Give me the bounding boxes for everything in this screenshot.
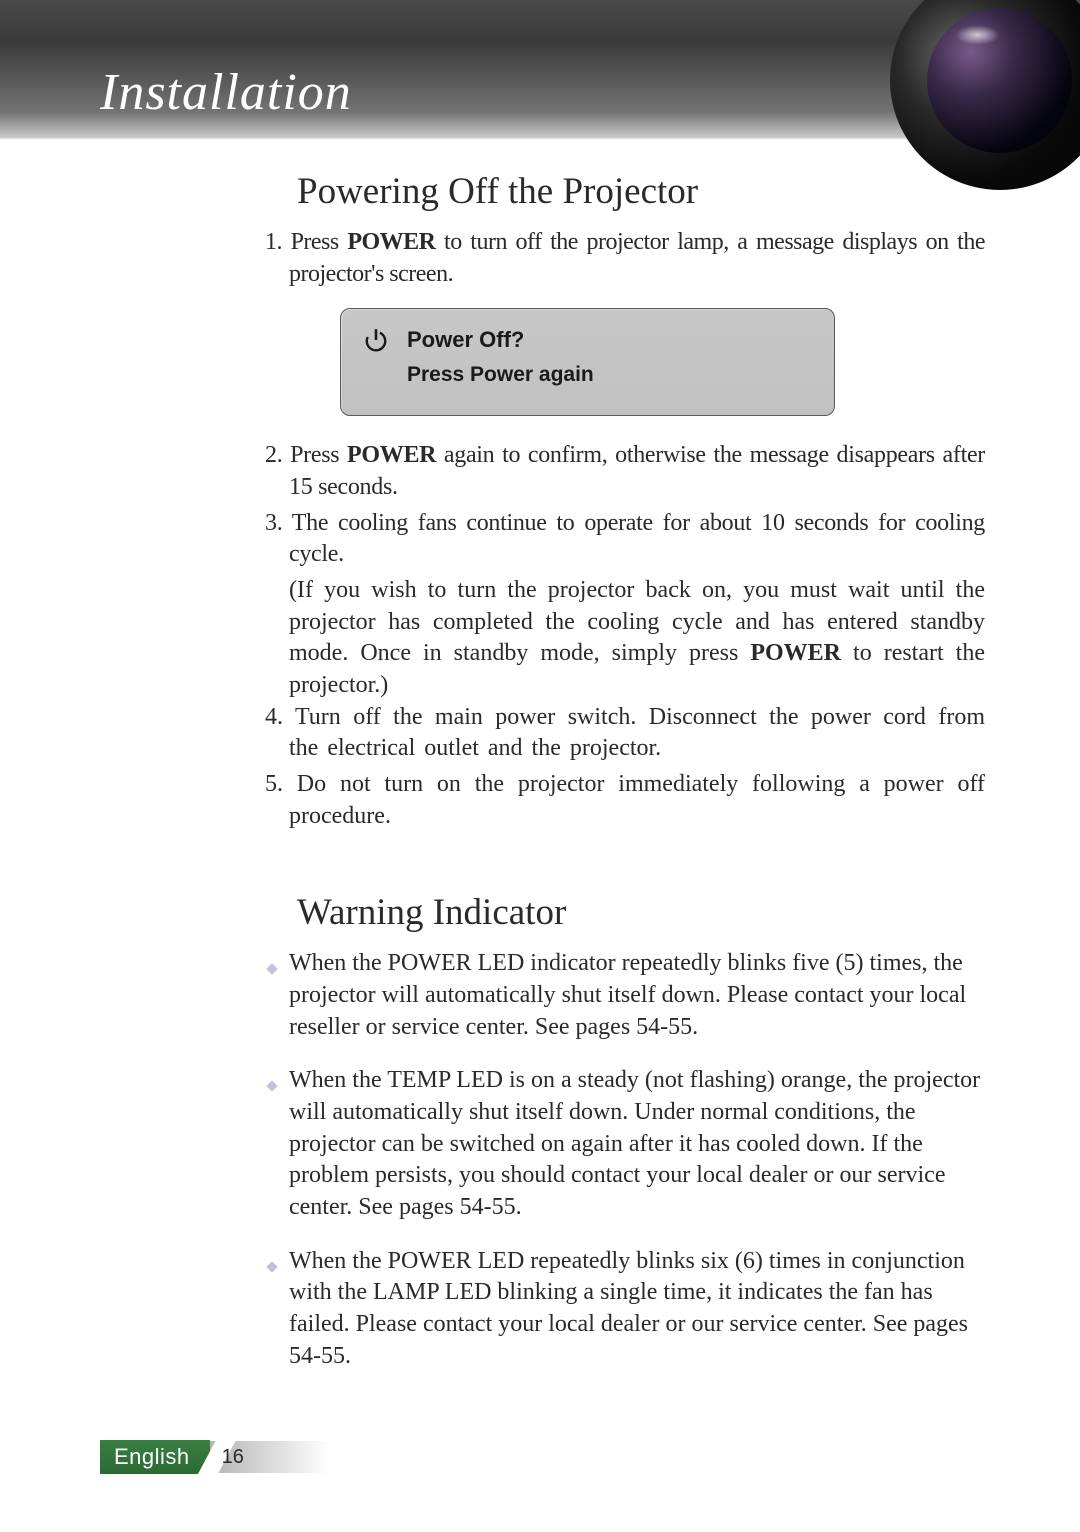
- step-2: 2. Press POWER again to confirm, otherwi…: [265, 440, 985, 503]
- page-content: Powering Off the Projector 1. Press POWE…: [0, 140, 1080, 1372]
- diamond-bullet-icon: [265, 1065, 281, 1223]
- power-off-dialog: Power Off? Press Power again: [340, 308, 835, 416]
- step1-pre: 1. Press: [265, 229, 347, 255]
- page-number: 16: [222, 1446, 244, 1469]
- warning-bullet-3: When the POWER LED repeatedly blinks six…: [265, 1246, 985, 1373]
- warning-bullet-2: When the TEMP LED is on a steady (not fl…: [265, 1065, 985, 1223]
- section-heading-power-off: Powering Off the Projector: [297, 170, 985, 213]
- step-1: 1. Press POWER to turn off the projector…: [265, 227, 985, 290]
- step-3a: 3. The cooling fans continue to operate …: [265, 508, 985, 571]
- step-4: 4. Turn off the main power switch. Disco…: [265, 702, 985, 765]
- step-5: 5. Do not turn on the projector immediat…: [265, 769, 985, 832]
- step1-bold: POWER: [347, 229, 435, 255]
- diamond-bullet-icon: [265, 1246, 281, 1373]
- header-bar: Installation: [0, 0, 1080, 140]
- footer-gradient: 16: [210, 1441, 330, 1473]
- warning-bullet-1: When the POWER LED indicator repeatedly …: [265, 948, 985, 1043]
- step2-bold: POWER: [347, 442, 436, 468]
- dialog-line2: Press Power again: [407, 363, 594, 387]
- language-tab: English: [100, 1440, 210, 1474]
- step2-pre: 2. Press: [265, 442, 347, 468]
- warning-text-2: When the TEMP LED is on a steady (not fl…: [289, 1065, 985, 1223]
- power-icon: [363, 327, 389, 353]
- warning-text-1: When the POWER LED indicator repeatedly …: [289, 948, 985, 1043]
- lens-decoration: [840, 0, 1080, 160]
- section-heading-warning: Warning Indicator: [297, 891, 985, 934]
- header-title: Installation: [100, 63, 352, 122]
- step-3b: (If you wish to turn the projector back …: [265, 575, 985, 702]
- page-footer: English 16: [100, 1440, 330, 1474]
- step3b-bold: POWER: [750, 640, 841, 666]
- diamond-bullet-icon: [265, 948, 281, 1043]
- warning-text-3: When the POWER LED repeatedly blinks six…: [289, 1246, 985, 1373]
- dialog-line1: Power Off?: [407, 327, 594, 353]
